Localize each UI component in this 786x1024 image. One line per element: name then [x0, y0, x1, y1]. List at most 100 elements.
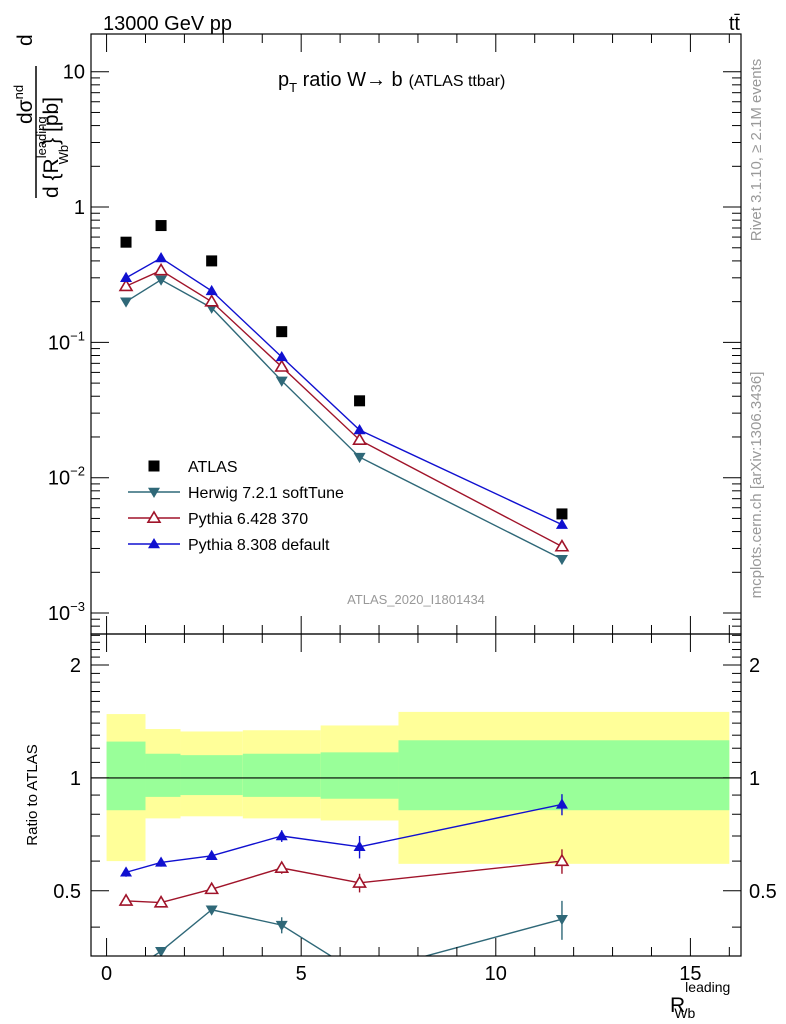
- data-point: [275, 350, 288, 362]
- x-tick-label: 5: [296, 963, 307, 985]
- ylabel-sigma: dσ: [14, 99, 37, 124]
- analysis-watermark: ATLAS_2020_I1801434: [347, 592, 485, 607]
- data-point: [556, 508, 568, 520]
- ratio-point: [352, 875, 367, 888]
- data-point: [555, 554, 568, 566]
- uncertainty-band-inner: [242, 753, 321, 797]
- main-y-tick-label: 10: [63, 62, 85, 84]
- xlabel-r: R: [670, 994, 685, 1017]
- ratio-line-2: [125, 803, 563, 874]
- ratio-series: [91, 777, 741, 980]
- data-point: [153, 262, 169, 276]
- x-tick-labels: 0 5 10 15: [101, 963, 702, 985]
- main-y-tick-label: 1: [74, 197, 85, 219]
- ratio-point: [555, 914, 568, 926]
- ratio-point: [353, 840, 366, 852]
- ratio-point: [120, 866, 133, 877]
- uncertainty-band-inner: [398, 740, 730, 811]
- title-b: b: [386, 69, 403, 91]
- ylabel-close: } [pb]: [40, 97, 63, 145]
- ratio-y-tick-label-right: 2: [749, 655, 760, 677]
- legend-label: ATLAS: [188, 459, 238, 476]
- ylabel-numerator: dσnd: [11, 85, 37, 124]
- ratio-point: [120, 970, 132, 980]
- title-arrow: →: [366, 69, 386, 91]
- ratio-y-tick-label-right: 0.5: [749, 881, 777, 903]
- main-title: pT ratio W→ b (ATLAS ttbar): [278, 69, 505, 95]
- uncertainty-band-inner: [145, 753, 181, 797]
- ratio-bands: [106, 711, 730, 864]
- data-point: [276, 326, 288, 338]
- data-point: [353, 452, 366, 464]
- x-tick-label: 10: [485, 963, 507, 985]
- ratio-point: [554, 853, 570, 867]
- rivet-label: Rivet 3.1.10, ≥ 2.1M events: [748, 59, 765, 242]
- ratio-point: [204, 881, 220, 895]
- series-line-2: [125, 269, 563, 548]
- main-y-axis-label: d dσnd d {Rleading Wb} [pb]: [11, 34, 71, 198]
- ratio-point: [118, 893, 134, 906]
- xlabel-sub: Wb: [674, 1005, 695, 1021]
- data-point: [120, 297, 133, 308]
- data-point: [205, 284, 218, 296]
- ylabel-d: d: [14, 34, 37, 46]
- legend-label: Pythia 8.308 default: [188, 537, 330, 554]
- data-point: [155, 252, 168, 263]
- uncertainty-band-inner: [106, 741, 146, 811]
- ratio-point: [555, 798, 568, 809]
- data-point: [120, 236, 132, 248]
- data-point: [155, 275, 168, 286]
- ratio-point: [354, 970, 366, 980]
- ratio-y-axis-label: Ratio to ATLAS: [24, 744, 41, 845]
- data-point: [204, 294, 220, 307]
- ratio-y-tick-label: 2: [70, 655, 81, 677]
- ylabel-brace: d {R: [40, 158, 63, 198]
- ratio-point: [275, 920, 288, 932]
- ratio-point: [153, 895, 169, 908]
- title-rest: ratio W: [297, 69, 366, 91]
- data-point: [352, 432, 367, 445]
- legend: ATLAS Herwig 7.2.1 softTune Pythia 6.428 3…: [128, 459, 344, 554]
- data-point: [155, 220, 167, 232]
- ratio-point: [205, 905, 218, 916]
- data-point: [274, 359, 290, 372]
- mcplots-label: mcplots.cern.ch [arXiv:1306.3436]: [748, 372, 765, 599]
- ratio-point: [205, 849, 218, 860]
- series-line-1: [125, 278, 563, 560]
- legend-marker: [148, 538, 160, 549]
- ratio-point: [155, 947, 168, 956]
- main-y-tick-label: 10−3: [48, 599, 85, 625]
- ylabel-sub: Wb: [56, 145, 71, 165]
- data-point: [206, 255, 218, 267]
- ratio-panel: [90, 633, 742, 957]
- ratio-line-0: [152, 909, 563, 956]
- ratio-y-tick-label: 1: [70, 768, 81, 790]
- legend-marker: [148, 460, 160, 472]
- ratio-point: [155, 856, 168, 867]
- ylabel-denominator: d {Rleading Wb} [pb]: [34, 97, 71, 198]
- xlabel-sup: leading: [685, 979, 730, 995]
- main-y-tick-label: 10−2: [48, 464, 85, 490]
- legend-marker: [146, 510, 162, 524]
- x-tick-label: 0: [101, 963, 112, 985]
- x-tick-label: 15: [679, 963, 701, 985]
- main-series-markers: [118, 220, 570, 566]
- title-p: p: [278, 69, 289, 91]
- ylabel-sup: leading: [34, 116, 49, 158]
- ratio-point: [275, 829, 288, 841]
- data-point: [555, 518, 568, 529]
- ylabel-sigma-sup: nd: [11, 85, 26, 99]
- x-axis-label: Rleading Wb: [670, 979, 730, 1021]
- data-point: [275, 376, 288, 387]
- legend-label: Pythia 6.428 370: [188, 511, 308, 528]
- ratio-y-tick-label: 0.5: [53, 881, 81, 903]
- energy-label: 13000 GeV pp: [103, 13, 232, 35]
- data-point: [554, 538, 570, 552]
- ratio-point: [274, 860, 290, 874]
- series-line-3: [125, 257, 563, 526]
- process-label: tt̄: [729, 13, 741, 35]
- legend-label: Herwig 7.2.1 softTune: [188, 485, 344, 502]
- legend-marker: [148, 487, 160, 498]
- uncertainty-band-inner: [180, 755, 243, 796]
